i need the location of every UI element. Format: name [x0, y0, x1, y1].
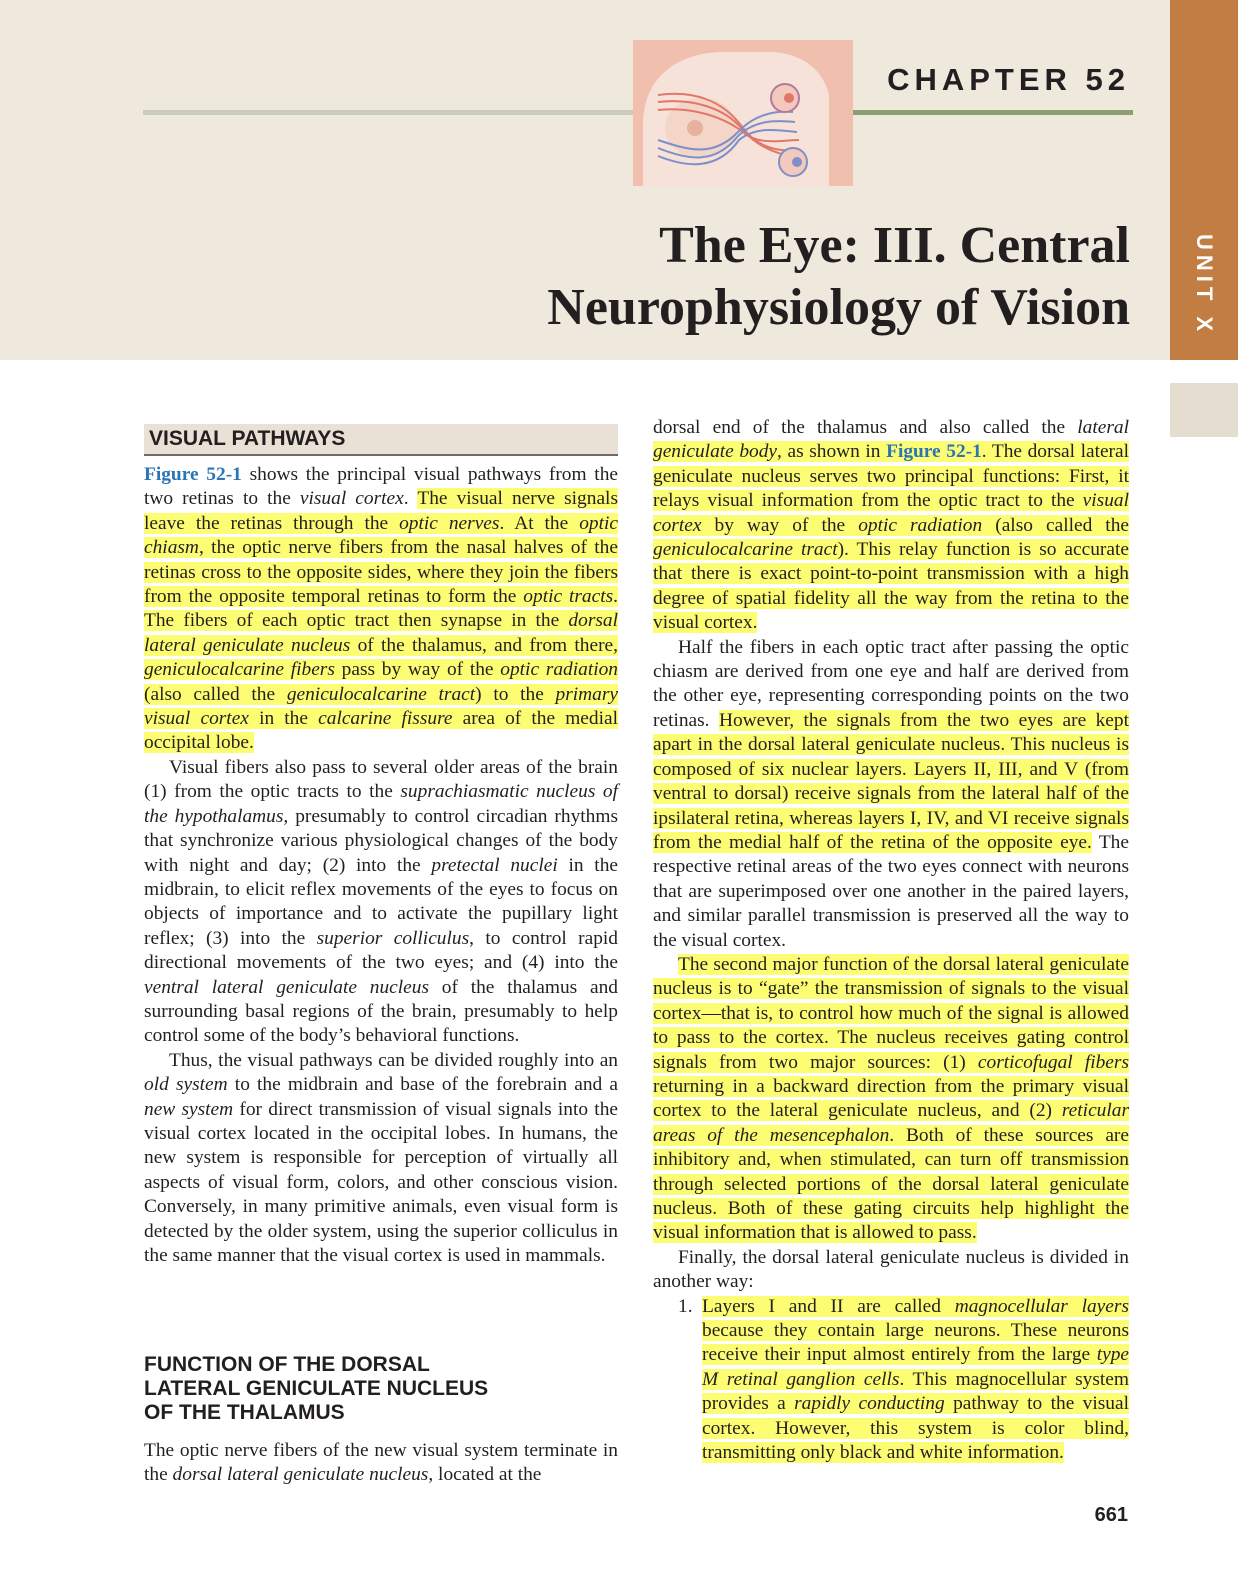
paragraph: The optic nerve fibers of the new visual… — [144, 1440, 618, 1486]
right-column: dorsal end of the thalamus and also call… — [653, 416, 1130, 1466]
unit-label: UNIT X — [1192, 233, 1217, 337]
page-number: 661 — [1094, 1504, 1128, 1526]
paragraph: dorsal end of the thalamus and also call… — [653, 417, 1130, 634]
figure-link[interactable]: Figure 52-1 — [144, 464, 242, 485]
header-rule — [143, 110, 1133, 115]
unit-tab-marker — [1170, 383, 1238, 437]
paragraph: Finally, the dorsal lateral geniculate n… — [653, 1246, 1129, 1293]
chapter-header — [0, 0, 1170, 360]
unit-tab — [1170, 0, 1238, 360]
chapter-title: The Eye: III. Central Neurophysiology of… — [430, 215, 1130, 339]
paragraph: Figure 52-1 shows the principal visual p… — [144, 464, 619, 754]
list-item: 1. Layers I and II are called magnocellul… — [678, 1295, 1129, 1464]
left-column-bottom: The optic nerve fibers of the new visual… — [144, 1439, 618, 1488]
chapter-label: CHAPTER 52 — [887, 62, 1130, 97]
chapter-title-line-2: Neurophysiology of Vision — [547, 279, 1130, 336]
paragraph: The second major function of the dorsal … — [653, 953, 1129, 1244]
paragraph: Half the fibers in each optic tract afte… — [653, 636, 1130, 951]
visual-pathway-figure-icon — [633, 40, 853, 186]
paragraph: Thus, the visual pathways can be divided… — [144, 1049, 618, 1266]
chapter-title-line-1: The Eye: III. Central — [659, 217, 1130, 274]
paragraph: Visual fibers also pass to several older… — [144, 756, 619, 1047]
numbered-list: 1. Layers I and II are called magnocellul… — [653, 1295, 1129, 1466]
left-column: Figure 52-1 shows the principal visual p… — [144, 463, 619, 1268]
section-heading-dorsal-lgn: FUNCTION OF THE DORSAL LATERAL GENICULAT… — [144, 1353, 489, 1424]
figure-link[interactable]: Figure 52-1 — [886, 441, 982, 463]
section-heading-visual-pathways: VISUAL PATHWAYS — [144, 424, 618, 456]
